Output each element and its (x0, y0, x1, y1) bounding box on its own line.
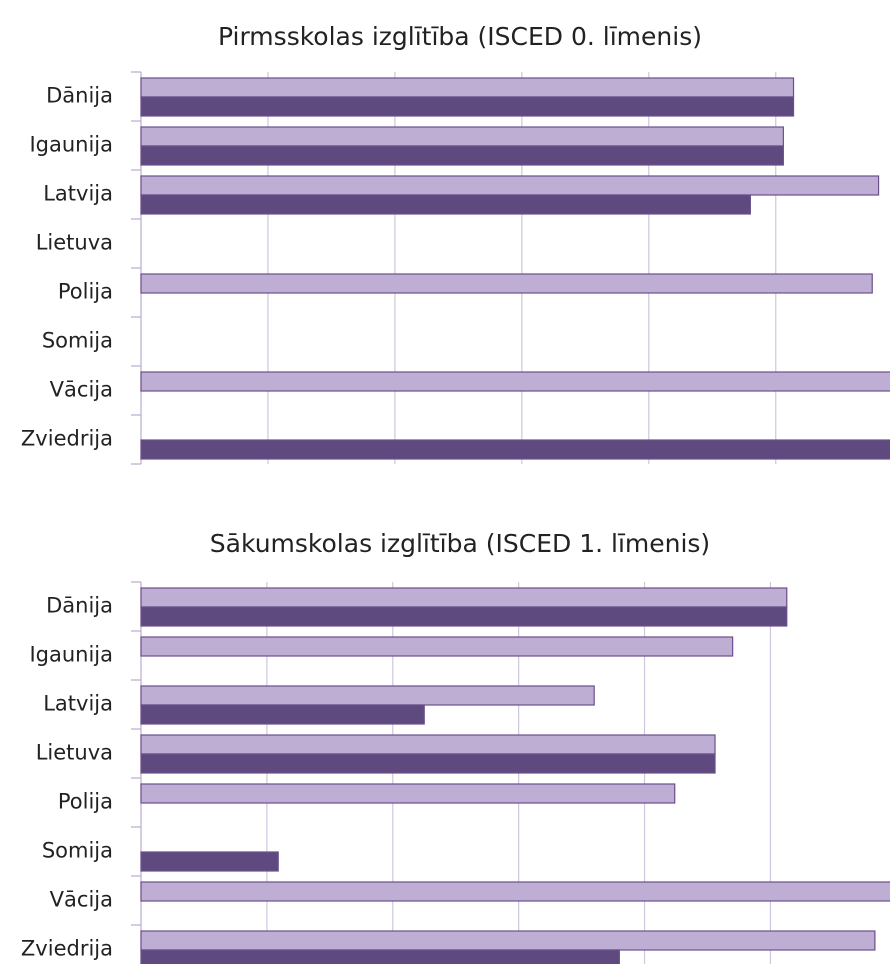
y-tick-label: Polija (58, 280, 113, 304)
y-tick-label: Latvija (43, 692, 113, 716)
bar (140, 273, 873, 294)
y-tick-label: Latvija (43, 182, 113, 206)
bar (140, 636, 734, 657)
y-tick-label: Lietuva (36, 741, 113, 765)
bar (140, 930, 876, 951)
y-tick-label: Lietuva (36, 231, 113, 255)
bar (140, 439, 890, 460)
bar (140, 145, 784, 166)
bar (140, 606, 788, 627)
bar (140, 851, 279, 872)
bar (140, 371, 890, 392)
y-tick-label: Igaunija (29, 133, 113, 157)
y-tick-label: Dānija (46, 84, 113, 108)
bar (140, 783, 676, 804)
bar (140, 704, 425, 725)
bar (140, 175, 880, 196)
bar (140, 587, 788, 608)
bar (140, 753, 716, 774)
y-tick-label: Vācija (50, 888, 113, 912)
bar (140, 949, 620, 964)
bar (140, 77, 795, 98)
bar (140, 126, 784, 147)
y-tick-label: Zviedrija (21, 427, 113, 451)
bar (140, 96, 795, 117)
y-tick-label: Polija (58, 790, 113, 814)
chart-title: Sākumskolas izglītība (ISCED 1. līmenis) (210, 529, 710, 558)
y-tick-label: Dānija (46, 594, 113, 618)
y-tick-label: Zviedrija (21, 937, 113, 961)
bar (140, 881, 890, 902)
bar (140, 734, 716, 755)
bar (140, 194, 751, 215)
bar (140, 685, 595, 706)
chart-title: Pirmsskolas izglītība (ISCED 0. līmenis) (218, 22, 702, 51)
y-tick-label: Somija (42, 839, 113, 863)
y-tick-label: Igaunija (29, 643, 113, 667)
y-tick-label: Somija (42, 329, 113, 353)
y-tick-label: Vācija (50, 378, 113, 402)
